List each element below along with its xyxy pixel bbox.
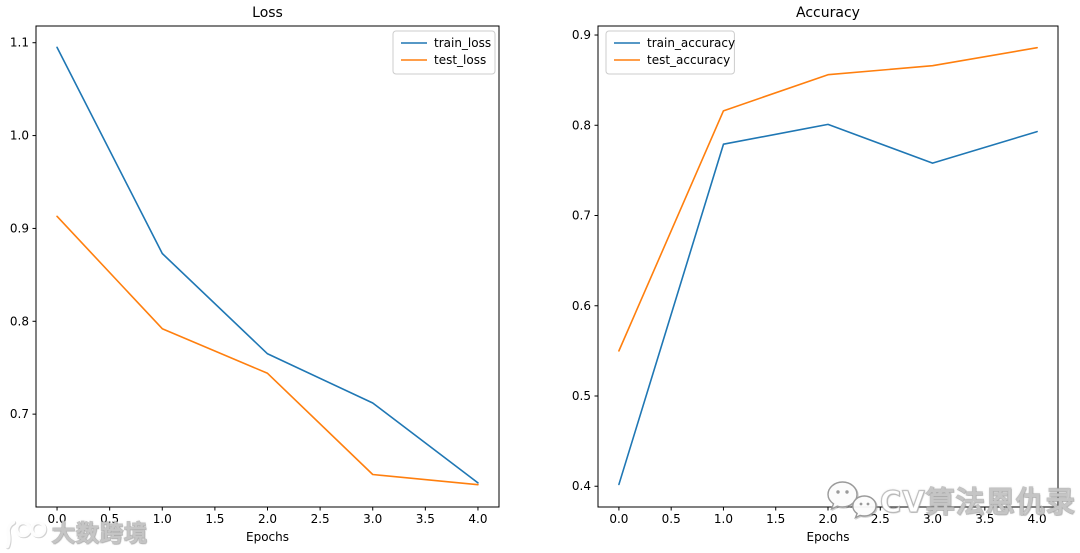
legend-label-train_loss: train_loss — [434, 36, 491, 50]
series-line-test_accuracy — [618, 46, 1038, 352]
x-tick-label: 1.5 — [766, 512, 785, 526]
axes-frame — [35, 25, 500, 508]
x-tick-label: 4.0 — [1028, 512, 1047, 526]
legend-box — [392, 30, 496, 75]
accuracy-chart: Accuracy 0.0 0.5 1.0 1.5 2.0 2.5 3.0 3.5 4.0 0.4 0.… — [540, 0, 1080, 553]
x-tick-label: 2.5 — [871, 512, 890, 526]
legend-label-test_loss: test_loss — [434, 53, 486, 67]
x-tick-label: 3.5 — [416, 512, 435, 526]
x-tick-label: 2.5 — [311, 512, 330, 526]
plot-svg: Accuracy 0.0 0.5 1.0 1.5 2.0 2.5 3.0 3.5 4.0 0.4 0.… — [572, 5, 1059, 544]
series-line-test_loss — [56, 215, 479, 486]
legend: train_accuracy test_accuracy — [605, 30, 735, 75]
legend-label-test_accuracy: test_accuracy — [647, 53, 730, 67]
x-tick-label: 3.5 — [975, 512, 994, 526]
y-tick-label: 0.7 — [572, 209, 591, 223]
y-tick-label: 0.9 — [10, 221, 29, 235]
y-tick-label: 0.8 — [572, 118, 591, 132]
x-tick-label: 4.0 — [468, 512, 487, 526]
x-tick-label: 1.5 — [205, 512, 224, 526]
y-tick-label: 0.8 — [10, 314, 29, 328]
x-axis-label: Epochs — [807, 530, 850, 544]
plot-svg: Loss 0.0 0.5 1.0 1.5 2.0 2.5 3.0 3.5 4.0 0.7 0.8 0.9… — [10, 5, 500, 544]
x-tick-label: 1.0 — [714, 512, 733, 526]
chart-title: Accuracy — [796, 5, 860, 21]
y-tick-label: 0.9 — [572, 28, 591, 42]
y-tick-label: 0.5 — [572, 389, 591, 403]
y-tick-label: 1.1 — [10, 36, 29, 50]
chart-title: Loss — [252, 5, 283, 21]
loss-chart: Loss 0.0 0.5 1.0 1.5 2.0 2.5 3.0 3.5 4.0 0.7 0.8 0.9… — [10, 5, 500, 544]
series-line-train_accuracy — [618, 123, 1038, 486]
x-tick-label: 1.0 — [153, 512, 172, 526]
legend-label-train_accuracy: train_accuracy — [647, 36, 735, 50]
axes-frame — [597, 25, 1059, 508]
x-tick-label: 3.0 — [363, 512, 382, 526]
x-tick-label: 0.0 — [47, 512, 66, 526]
x-tick-label: 0.5 — [662, 512, 681, 526]
x-tick-label: 2.0 — [258, 512, 277, 526]
x-tick-label: 0.5 — [100, 512, 119, 526]
legend: train_loss test_loss — [392, 30, 496, 75]
y-tick-label: 0.4 — [572, 479, 591, 493]
y-tick-label: 1.0 — [10, 129, 29, 143]
x-tick-label: 2.0 — [818, 512, 837, 526]
y-tick-label: 0.7 — [10, 407, 29, 421]
y-tick-label: 0.6 — [572, 299, 591, 313]
series-line-train_loss — [56, 46, 479, 484]
legend-box — [605, 30, 735, 75]
x-axis-label: Epochs — [246, 530, 289, 544]
x-tick-label: 0.0 — [609, 512, 628, 526]
x-tick-label: 3.0 — [923, 512, 942, 526]
